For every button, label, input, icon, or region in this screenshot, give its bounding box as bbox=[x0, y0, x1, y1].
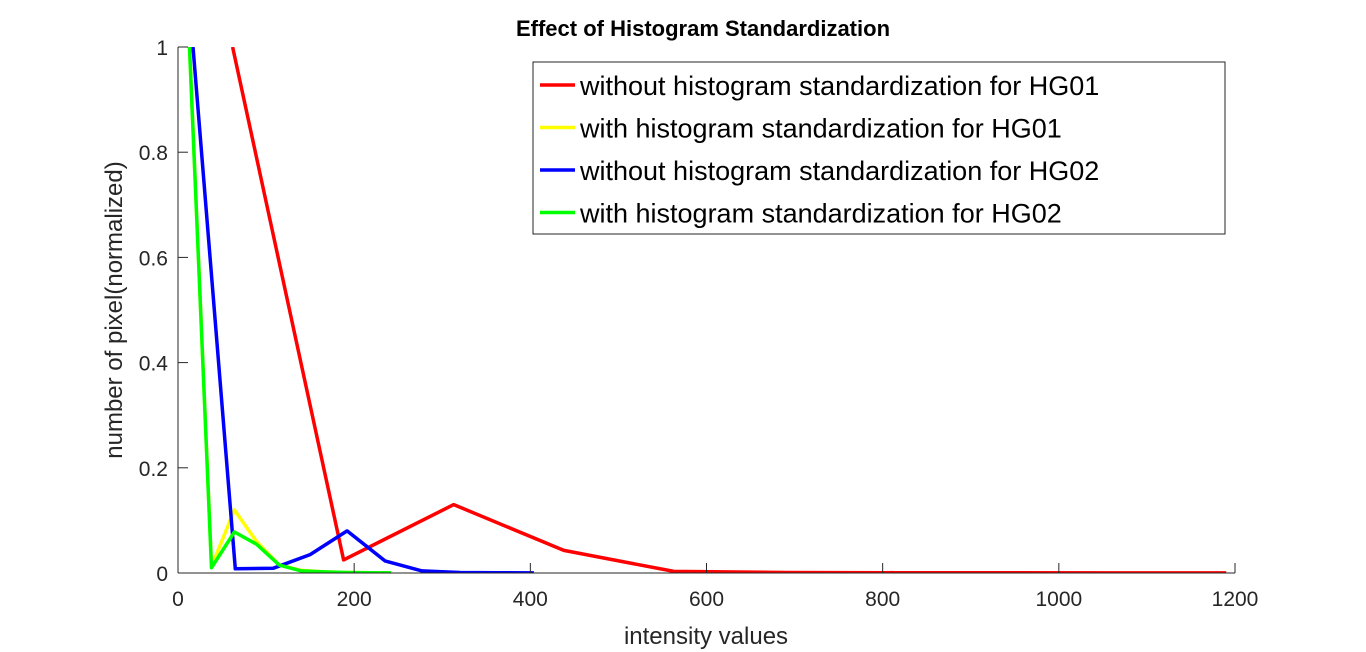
x-tick-label: 0 bbox=[172, 588, 184, 611]
axes: 0 200 400 600 800 1000 1200 0 0.2 0.4 0.6 0.8 1 bbox=[139, 37, 1259, 611]
x-tick-label: 600 bbox=[689, 588, 724, 611]
legend-entry-2: with histogram standardization for HG01 bbox=[579, 114, 1062, 144]
x-tick-label: 1200 bbox=[1212, 588, 1259, 611]
legend-entry-1: without histogram standardization for HG… bbox=[579, 71, 1099, 101]
series-line-3 bbox=[191, 47, 534, 573]
y-tick-label: 0.8 bbox=[139, 142, 168, 165]
x-tick-label: 200 bbox=[337, 588, 372, 611]
plot-area: 0 200 400 600 800 1000 1200 0 0.2 0.4 0.6 0.8 1 bbox=[139, 37, 1259, 611]
y-tick-label: 0 bbox=[156, 563, 168, 586]
x-axis-label: intensity values bbox=[624, 623, 788, 650]
y-tick-label: 0.4 bbox=[139, 353, 169, 376]
x-tick-label: 400 bbox=[513, 588, 548, 611]
y-axis-label: number of pixel(normalized) bbox=[101, 161, 128, 458]
legend: without histogram standardization for HG… bbox=[532, 61, 1226, 235]
legend-box bbox=[532, 61, 1226, 235]
y-tick-label: 0.6 bbox=[139, 247, 168, 270]
y-tick-label: 1 bbox=[156, 37, 168, 60]
legend-entry-4: with histogram standardization for HG02 bbox=[579, 199, 1062, 229]
chart-title: Effect of Histogram Standardization bbox=[516, 16, 890, 41]
x-tick-label: 800 bbox=[865, 588, 900, 611]
legend-entry-3: without histogram standardization for HG… bbox=[579, 156, 1099, 186]
y-tick-label: 0.2 bbox=[139, 458, 168, 481]
x-tick-label: 1000 bbox=[1035, 588, 1082, 611]
